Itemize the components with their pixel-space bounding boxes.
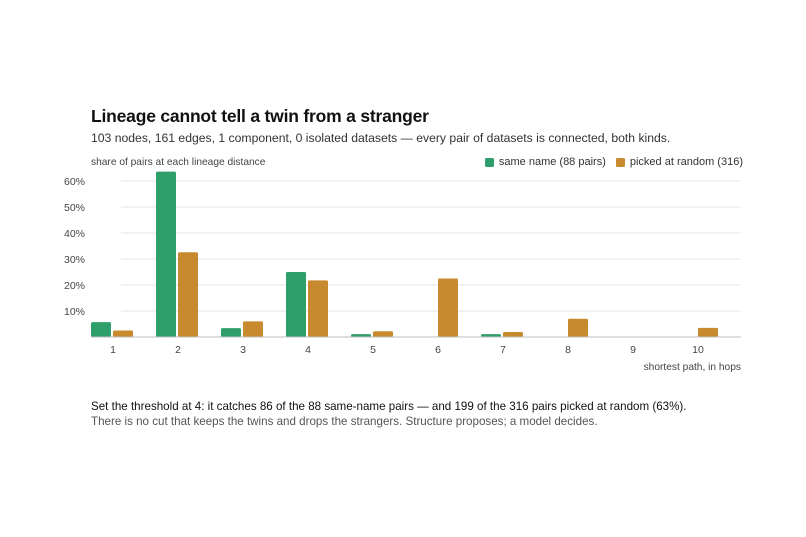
y-tick-label: 10% bbox=[64, 306, 85, 318]
x-tick-label: 3 bbox=[240, 344, 246, 356]
legend-item-random: picked at random (316) bbox=[615, 156, 743, 168]
y-tick-label: 30% bbox=[64, 254, 85, 266]
legend-swatch-random bbox=[615, 157, 625, 167]
bar-same-name bbox=[156, 171, 176, 337]
y-tick-label: 20% bbox=[64, 280, 85, 292]
legend-label-same-name: same name (88 pairs) bbox=[498, 156, 606, 168]
legend: same name (88 pairs) picked at random (3… bbox=[484, 156, 743, 168]
x-tick-label: 5 bbox=[370, 344, 376, 356]
y-axis-label: share of pairs at each lineage distance bbox=[91, 157, 266, 168]
legend-label-random: picked at random (316) bbox=[629, 156, 743, 168]
bar-random bbox=[178, 252, 198, 337]
legend-item-same-name: same name (88 pairs) bbox=[484, 156, 606, 168]
bar-random bbox=[568, 318, 588, 337]
x-tick-label: 6 bbox=[435, 344, 441, 356]
legend-swatch-same-name bbox=[484, 157, 494, 167]
bar-same-name bbox=[481, 334, 501, 337]
x-tick-label: 4 bbox=[305, 344, 311, 356]
bar-same-name bbox=[286, 272, 306, 337]
x-tick-label: 1 bbox=[110, 344, 116, 356]
footer-note-conclusion: There is no cut that keeps the twins and… bbox=[91, 415, 598, 428]
bar-same-name bbox=[221, 328, 241, 337]
chart-title: Lineage cannot tell a twin from a strang… bbox=[91, 106, 429, 126]
x-tick-label: 7 bbox=[500, 344, 506, 356]
x-axis-label: shortest path, in hops bbox=[644, 362, 741, 373]
bar-random bbox=[698, 327, 718, 337]
bar-random bbox=[503, 332, 523, 337]
y-tick-label: 60% bbox=[64, 176, 85, 188]
bar-same-name bbox=[351, 334, 371, 337]
x-tick-label: 10 bbox=[692, 344, 704, 356]
bar-random bbox=[373, 331, 393, 337]
y-tick-label: 40% bbox=[64, 228, 85, 240]
y-tick-label: 50% bbox=[64, 202, 85, 214]
chart-subtitle: 103 nodes, 161 edges, 1 component, 0 iso… bbox=[91, 131, 671, 145]
x-tick-label: 9 bbox=[630, 344, 636, 356]
bar-same-name bbox=[91, 322, 111, 337]
footer-note-threshold: Set the threshold at 4: it catches 86 of… bbox=[91, 400, 687, 413]
bar-random bbox=[308, 280, 328, 337]
bar-random bbox=[243, 321, 263, 337]
x-tick-label: 2 bbox=[175, 344, 181, 356]
bar-random bbox=[438, 278, 458, 337]
bar-random bbox=[113, 330, 133, 337]
x-tick-label: 8 bbox=[565, 344, 571, 356]
